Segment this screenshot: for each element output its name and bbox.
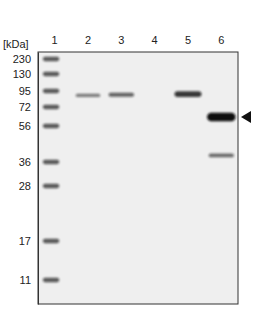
bands [43, 57, 236, 282]
tick: 17 [19, 235, 38, 247]
band [109, 93, 135, 97]
tick-label: 56 [19, 120, 31, 132]
axis-title: [kDa] [3, 38, 29, 50]
marker-band [43, 105, 60, 109]
lane-label: 1 [52, 34, 58, 46]
tick-label: 230 [13, 53, 31, 65]
band [209, 154, 234, 158]
lane: 5 [185, 34, 191, 52]
band [76, 94, 101, 97]
band [207, 113, 236, 122]
y-axis: 230 130 95 72 56 36 28 17 11 [13, 53, 39, 305]
tick-label: 130 [13, 68, 31, 80]
figure: 23013095725636281711123456[kDa] [0, 0, 256, 313]
blot-panel [38, 52, 238, 304]
lane: 4 [152, 34, 158, 52]
lane: 1 [52, 34, 58, 52]
tick-label: 95 [19, 85, 31, 97]
tick: 28 [19, 180, 38, 192]
marker-band [43, 89, 60, 93]
tick: 230 [13, 53, 38, 65]
lane-label: 3 [118, 34, 124, 46]
tick: 36 [19, 156, 38, 168]
marker-band [43, 160, 60, 164]
lane: 6 [218, 34, 224, 52]
lane-axis: 1 2 3 4 5 6 [52, 34, 225, 52]
tick-label: 36 [19, 156, 31, 168]
lane-label: 2 [85, 34, 91, 46]
tick-label: 11 [20, 274, 31, 286]
lane-label: 6 [218, 34, 224, 46]
marker-band [43, 239, 60, 243]
marker-band [43, 57, 60, 61]
tick: 95 [19, 85, 38, 97]
tick: 56 [19, 120, 38, 132]
tick: 72 [19, 101, 38, 113]
tick-label: 28 [19, 180, 31, 192]
lane-label: 4 [152, 34, 158, 46]
marker-band [43, 72, 60, 76]
lane: 2 [85, 34, 91, 52]
tick: 11 [20, 274, 38, 286]
lane: 3 [118, 34, 124, 52]
marker-band [43, 184, 60, 188]
lane-label: 5 [185, 34, 191, 46]
tick-label: 72 [19, 101, 31, 113]
arrowhead [241, 111, 251, 123]
marker-band [43, 278, 60, 282]
marker-band [43, 124, 60, 128]
band [175, 91, 202, 97]
tick-label: 17 [19, 235, 31, 247]
axis-line [38, 53, 39, 305]
tick: 130 [13, 68, 38, 80]
